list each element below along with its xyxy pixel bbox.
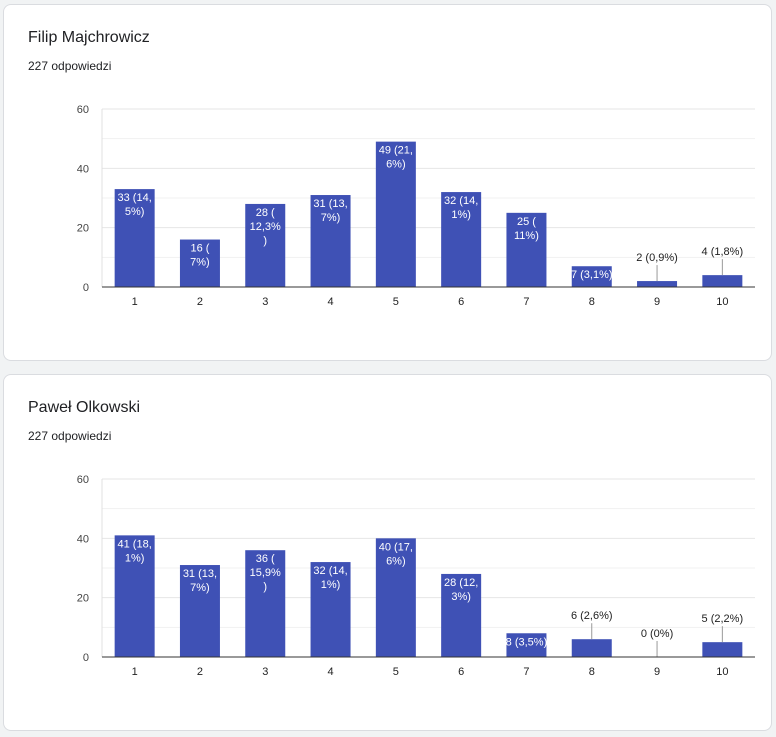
bar bbox=[506, 633, 547, 657]
data-label: 6 (2,6%) bbox=[571, 610, 613, 622]
x-tick-label: 10 bbox=[716, 666, 728, 678]
data-label: 1%) bbox=[321, 579, 341, 591]
x-tick-label: 8 bbox=[589, 666, 595, 678]
x-tick-label: 3 bbox=[262, 296, 268, 308]
bar bbox=[571, 266, 612, 287]
bar bbox=[310, 562, 351, 657]
x-tick-label: 4 bbox=[327, 666, 333, 678]
bar bbox=[506, 212, 547, 287]
data-label: 33 (14, bbox=[118, 192, 152, 204]
x-tick-label: 5 bbox=[393, 666, 399, 678]
data-label: 0 (0%) bbox=[641, 628, 673, 640]
x-tick-label: 6 bbox=[458, 296, 464, 308]
bar bbox=[179, 239, 220, 287]
y-tick-label: 60 bbox=[77, 474, 89, 486]
y-tick-label: 20 bbox=[77, 223, 89, 235]
x-tick-label: 1 bbox=[132, 296, 138, 308]
bar-chart: 0 20 40 60 1 41 (18, 1%) 2 31 (13, 7%) 3 36 ( 15,9%)… bbox=[77, 474, 755, 678]
bar bbox=[310, 195, 351, 287]
question-title: Paweł Olkowski bbox=[28, 399, 141, 416]
x-tick-label: 2 bbox=[197, 666, 203, 678]
x-tick-label: 7 bbox=[523, 296, 529, 308]
bar bbox=[375, 538, 416, 657]
bar bbox=[441, 192, 482, 287]
bar bbox=[375, 141, 416, 287]
x-tick-label: 1 bbox=[132, 666, 138, 678]
data-label: 15,9% bbox=[250, 567, 281, 579]
y-tick-label: 20 bbox=[77, 593, 89, 605]
data-label: 16 ( bbox=[190, 243, 209, 255]
data-label: 7%) bbox=[321, 212, 341, 224]
data-label: 32 (14, bbox=[444, 195, 478, 207]
data-label: 1%) bbox=[451, 209, 471, 221]
x-tick-label: 3 bbox=[262, 666, 268, 678]
bar bbox=[571, 639, 612, 657]
data-label: 7%) bbox=[190, 582, 210, 594]
data-label: 6%) bbox=[386, 159, 406, 171]
data-label: 3%) bbox=[451, 591, 471, 603]
x-tick-label: 7 bbox=[523, 666, 529, 678]
data-label: 36 ( bbox=[256, 553, 275, 565]
data-label: 7%) bbox=[190, 257, 210, 269]
bar bbox=[114, 535, 155, 657]
bar-chart: 0 20 40 60 1 33 (14, 5%) 2 16 ( 7%) 3 28 ( 12,3%) 4 31… bbox=[77, 104, 755, 308]
data-label: 4 (1,8%) bbox=[702, 246, 744, 258]
response-count: 227 odpowiedzi bbox=[28, 429, 112, 443]
bar bbox=[637, 281, 678, 287]
y-tick-label: 40 bbox=[77, 533, 89, 545]
data-label: 11%) bbox=[514, 230, 539, 242]
response-count: 227 odpowiedzi bbox=[28, 59, 112, 73]
y-tick-label: 40 bbox=[77, 163, 89, 175]
data-label: 5 (2,2%) bbox=[702, 613, 744, 625]
data-label: 8 (3,5%) bbox=[506, 636, 548, 648]
y-tick-label: 60 bbox=[77, 104, 89, 116]
bar bbox=[702, 642, 743, 657]
chart-card: Filip Majchrowicz 227 odpowiedzi 0 20 40 60… bbox=[3, 4, 772, 361]
question-title: Filip Majchrowicz bbox=[28, 29, 150, 46]
x-tick-label: 9 bbox=[654, 296, 660, 308]
data-label: 7 (3,1%) bbox=[571, 269, 613, 281]
data-label: 32 (14, bbox=[313, 565, 347, 577]
data-label: 40 (17, bbox=[379, 541, 413, 553]
data-label: 41 (18, bbox=[118, 538, 152, 550]
x-tick-label: 6 bbox=[458, 666, 464, 678]
data-label: 12,3% bbox=[250, 221, 281, 233]
data-label: 31 (13, bbox=[313, 198, 347, 210]
data-label: 31 (13, bbox=[183, 568, 217, 580]
bar bbox=[245, 550, 286, 657]
data-label: ) bbox=[263, 581, 267, 593]
x-tick-label: 9 bbox=[654, 666, 660, 678]
data-label: 5%) bbox=[125, 206, 145, 218]
data-label: ) bbox=[263, 235, 267, 247]
bar bbox=[245, 203, 286, 287]
x-tick-label: 4 bbox=[327, 296, 333, 308]
data-label: 1%) bbox=[125, 552, 145, 564]
bar bbox=[702, 275, 743, 287]
data-label: 28 ( bbox=[256, 207, 275, 219]
chart-card: Paweł Olkowski 227 odpowiedzi 0 20 40 60 1 41… bbox=[3, 374, 772, 731]
x-tick-label: 10 bbox=[716, 296, 728, 308]
y-tick-label: 0 bbox=[83, 282, 89, 294]
x-tick-label: 8 bbox=[589, 296, 595, 308]
bar bbox=[441, 573, 482, 657]
data-label: 28 (12, bbox=[444, 577, 478, 589]
data-label: 2 (0,9%) bbox=[636, 252, 678, 264]
bar bbox=[114, 189, 155, 287]
bar bbox=[179, 565, 220, 657]
x-tick-label: 2 bbox=[197, 296, 203, 308]
data-label: 6%) bbox=[386, 555, 406, 567]
data-label: 49 (21, bbox=[379, 145, 413, 157]
x-tick-label: 5 bbox=[393, 296, 399, 308]
data-label: 25 ( bbox=[517, 216, 536, 228]
y-tick-label: 0 bbox=[83, 652, 89, 664]
